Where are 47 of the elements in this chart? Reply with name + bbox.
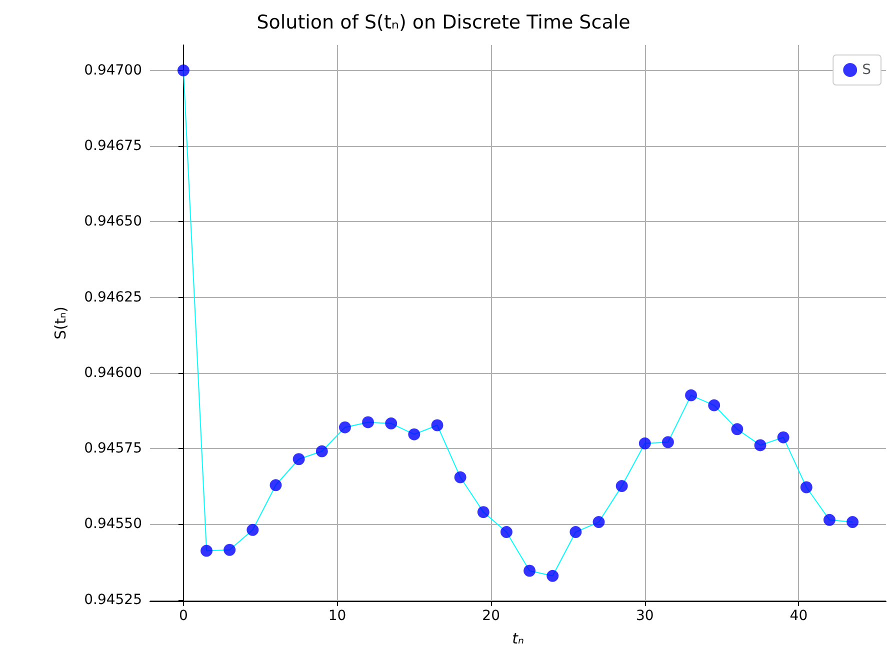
point bbox=[408, 428, 420, 440]
point bbox=[270, 479, 282, 492]
point bbox=[477, 506, 490, 518]
point bbox=[177, 64, 190, 76]
point bbox=[292, 453, 305, 466]
y-tick-label: 0.94650 bbox=[84, 214, 142, 230]
point bbox=[570, 526, 582, 538]
y-tick-label: 0.94675 bbox=[84, 138, 142, 154]
y-axis-title: S(tₙ) bbox=[52, 306, 70, 340]
x-tick-label: 20 bbox=[482, 608, 500, 624]
point bbox=[754, 439, 766, 452]
point bbox=[385, 417, 398, 430]
point bbox=[662, 436, 674, 448]
y-tick-label: 0.94625 bbox=[84, 289, 142, 306]
point bbox=[800, 481, 812, 494]
point bbox=[638, 437, 651, 450]
x-tick-label: 40 bbox=[790, 608, 808, 624]
point bbox=[685, 389, 698, 402]
x-axis-title: tₙ bbox=[512, 630, 524, 648]
y-tick-label: 0.94575 bbox=[84, 440, 142, 457]
point bbox=[731, 423, 744, 436]
x-tick-label: 30 bbox=[636, 608, 654, 624]
x-tick-label: 0 bbox=[178, 608, 188, 624]
y-tick-label: 0.94525 bbox=[84, 592, 142, 608]
point bbox=[708, 399, 720, 412]
legend-label: S bbox=[862, 62, 872, 78]
point bbox=[200, 544, 213, 557]
point bbox=[246, 524, 259, 536]
point bbox=[524, 564, 536, 577]
point bbox=[500, 526, 512, 538]
point bbox=[431, 419, 444, 432]
x-tick-label: 10 bbox=[328, 608, 346, 624]
point bbox=[846, 516, 859, 528]
point bbox=[616, 480, 628, 492]
point bbox=[454, 471, 466, 484]
point bbox=[546, 570, 559, 582]
point bbox=[362, 416, 374, 428]
point bbox=[338, 421, 351, 434]
chart-title: Solution of S(tₙ) on Discrete Time Scale bbox=[256, 12, 630, 34]
y-tick-label: 0.94550 bbox=[84, 516, 142, 532]
point bbox=[777, 431, 790, 444]
point bbox=[316, 445, 328, 458]
point bbox=[592, 516, 605, 528]
y-tick-label: 0.94600 bbox=[84, 364, 142, 381]
point bbox=[224, 544, 236, 556]
y-tick-label: 0.94700 bbox=[84, 62, 142, 78]
point bbox=[823, 514, 836, 526]
